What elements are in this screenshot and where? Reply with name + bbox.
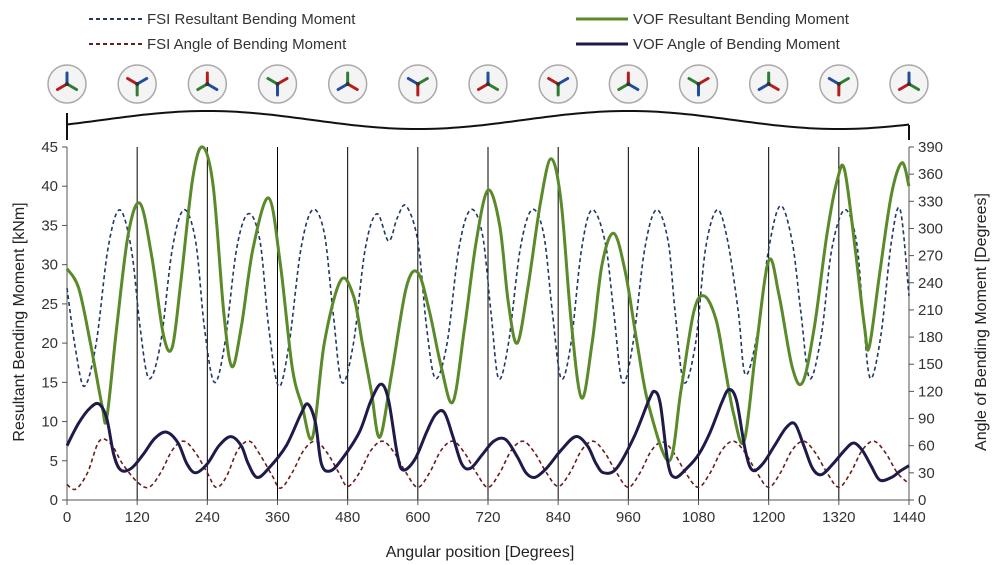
y2-tick-label-30: 30: [918, 465, 935, 482]
turbine-icon: [889, 64, 929, 104]
y2-tick-label-60: 60: [918, 438, 935, 455]
y-tick-label-5: 5: [50, 453, 58, 470]
x-tick-label-1200: 1200: [752, 509, 785, 526]
x-tick-label-1440: 1440: [892, 509, 925, 526]
y2-tick-label-330: 330: [918, 193, 943, 210]
x-tick-label-120: 120: [125, 509, 150, 526]
y-tick-label-10: 10: [41, 414, 58, 431]
wave-profile: [66, 110, 910, 130]
turbine-hub: [766, 82, 771, 86]
turbine-icons: [47, 64, 929, 104]
turbine-icon: [468, 64, 508, 104]
turbine-hub: [205, 82, 210, 86]
legend-label-fsi-moment: FSI Resultant Bending Moment: [147, 11, 356, 28]
turbine-icon: [748, 64, 789, 104]
y-tick-label-15: 15: [41, 374, 58, 391]
turbine-hub: [345, 82, 350, 86]
y-tick-label-20: 20: [41, 335, 58, 352]
y-axis-title: Resultant Bending Moment [kNm]: [11, 202, 28, 441]
x-tick-label-720: 720: [475, 509, 500, 526]
turbine-hub: [135, 82, 140, 86]
legend: FSI Resultant Bending Moment FSI Angle o…: [89, 11, 850, 53]
turbine-hub: [486, 82, 490, 86]
turbine-hub: [275, 82, 280, 86]
x-tick-label-1080: 1080: [682, 509, 715, 526]
y2-tick-label-390: 390: [918, 139, 943, 156]
turbine-hub: [415, 82, 420, 86]
series-vof-angle: [65, 382, 910, 483]
x-tick-label-360: 360: [265, 509, 290, 526]
y2-tick-label-0: 0: [918, 492, 926, 509]
turbine-hub: [626, 82, 631, 86]
turbine-icon: [327, 64, 368, 104]
y-tick-label-30: 30: [41, 257, 58, 274]
series-vof-moment: [65, 145, 911, 463]
y2-tick-label-240: 240: [918, 275, 943, 292]
turbine-icon: [608, 64, 649, 104]
turbine-hub: [696, 82, 701, 86]
y2-tick-label-210: 210: [918, 302, 943, 319]
y2-tick-label-180: 180: [918, 329, 943, 346]
vertical-gridlines: [136, 147, 840, 500]
y2-tick-label-150: 150: [918, 356, 943, 373]
y2-tick-label-270: 270: [918, 248, 943, 265]
y-tick-label-0: 0: [50, 492, 58, 509]
turbine-icon: [117, 64, 157, 104]
y2-tick-label-300: 300: [918, 220, 943, 237]
turbine-icon: [538, 64, 578, 104]
y2-tick-label-360: 360: [918, 166, 943, 183]
y2-tick-label-120: 120: [918, 383, 943, 400]
legend-label-vof-angle: VOF Angle of Bending Moment: [633, 36, 841, 53]
turbine-hub: [907, 82, 911, 86]
y-tick-label-40: 40: [41, 178, 58, 195]
x-tick-label-960: 960: [616, 509, 641, 526]
series-fsi-angle: [66, 438, 910, 491]
y-tick-label-45: 45: [41, 139, 58, 156]
legend-label-fsi-angle: FSI Angle of Bending Moment: [147, 36, 347, 53]
turbine-icon: [47, 64, 87, 104]
turbine-icon: [819, 64, 859, 104]
x-tick-label-1320: 1320: [822, 509, 855, 526]
y-tick-label-35: 35: [41, 217, 58, 234]
y2-axis-title: Angle of Bending Moment [Degrees]: [973, 193, 990, 451]
x-tick-label-240: 240: [195, 509, 220, 526]
turbine-hub: [556, 82, 561, 86]
turbine-icon: [187, 64, 228, 104]
legend-label-vof-moment: VOF Resultant Bending Moment: [633, 11, 850, 28]
x-tick-label-0: 0: [63, 509, 71, 526]
axes: 0 120 240 360 480 600 720 840 960 1080 1200 1320 144…: [41, 139, 943, 526]
y-tick-label-25: 25: [41, 296, 58, 313]
turbine-icon: [257, 64, 298, 104]
turbine-hub: [65, 82, 69, 86]
turbine-icon: [398, 64, 438, 104]
x-tick-label-600: 600: [405, 509, 430, 526]
turbine-icon: [678, 64, 719, 104]
turbine-hub: [836, 82, 841, 86]
x-tick-label-480: 480: [335, 509, 360, 526]
y2-tick-label-90: 90: [918, 411, 935, 428]
x-tick-label-840: 840: [546, 509, 571, 526]
series-layer: [65, 145, 911, 491]
x-axis-title: Angular position [Degrees]: [386, 544, 575, 561]
series-fsi-moment: [66, 204, 910, 388]
